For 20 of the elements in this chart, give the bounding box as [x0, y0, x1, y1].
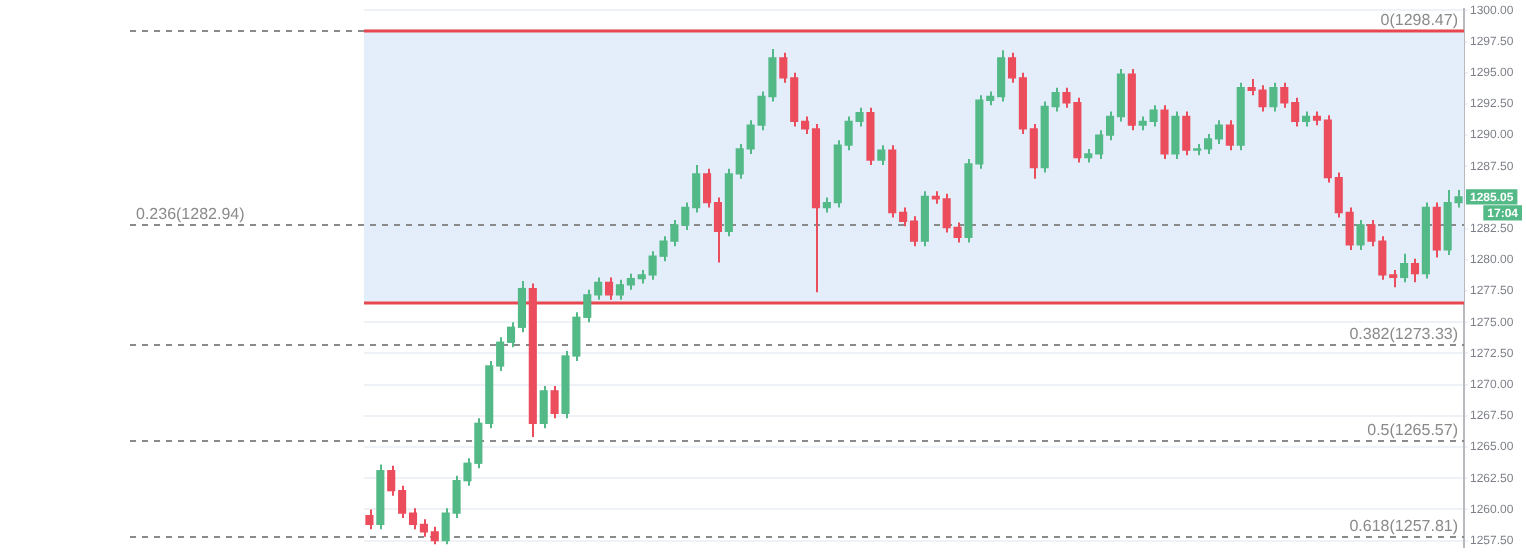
candlestick — [1225, 119, 1234, 152]
candlestick — [1432, 201, 1441, 259]
candlestick — [1410, 257, 1420, 284]
candlestick — [1182, 110, 1191, 157]
candlestick — [1400, 252, 1409, 284]
ref-line-label: 0.236(1282.94) — [136, 205, 246, 224]
candlestick — [1160, 104, 1169, 160]
candlestick — [550, 384, 559, 420]
candlestick — [1356, 219, 1365, 251]
candlestick — [1269, 81, 1278, 113]
ref-line-label: 0(1298.47) — [1380, 11, 1459, 30]
candlestick — [1171, 110, 1180, 160]
ref-line-label: 0.382(1273.33) — [1349, 325, 1459, 344]
candlestick — [365, 508, 374, 531]
ref-line-label: 0.618(1257.81) — [1349, 517, 1459, 536]
ref-line-label: 0.5(1265.57) — [1367, 421, 1459, 440]
candlestick — [920, 190, 929, 248]
candlestick — [539, 384, 548, 430]
candlestick — [604, 276, 614, 301]
candlestick — [877, 144, 886, 167]
